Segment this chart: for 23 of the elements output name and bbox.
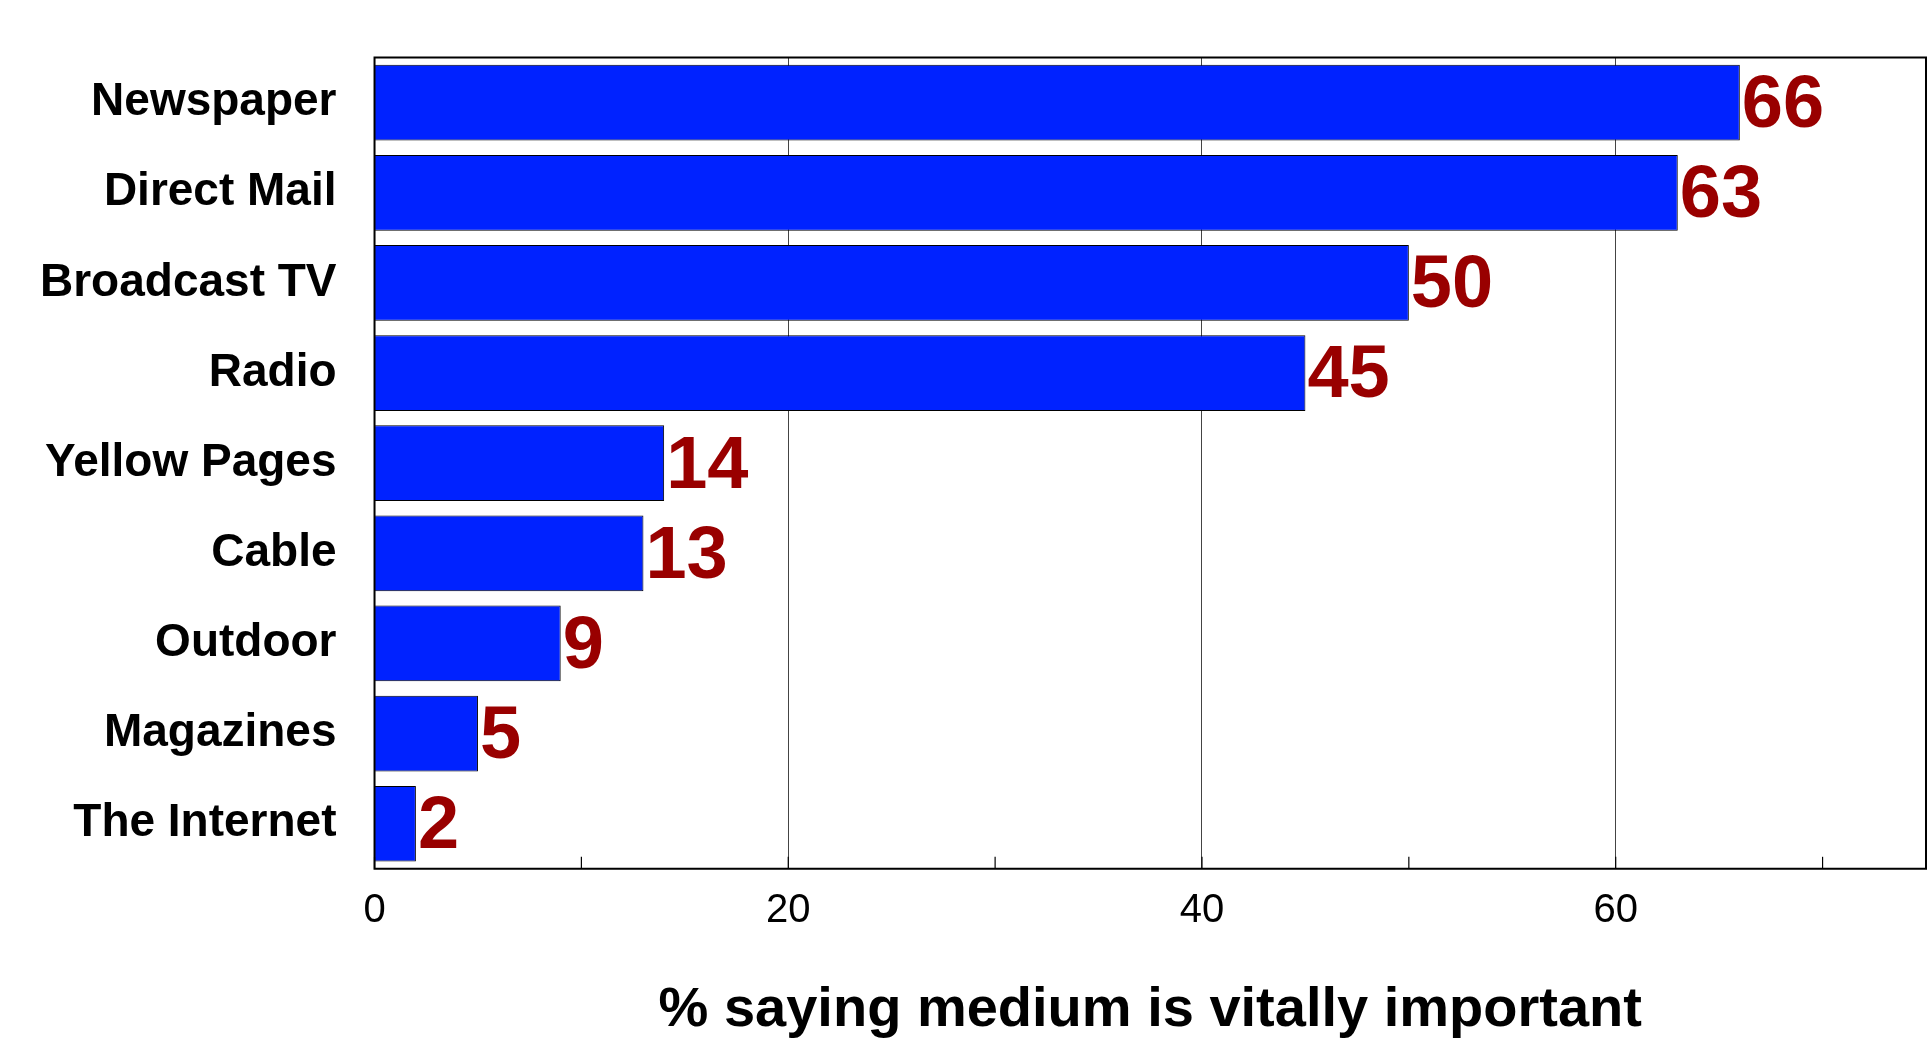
y-tick-label: Direct Mail	[103, 163, 337, 216]
data-label: 66	[1741, 60, 1825, 144]
y-tick-label: The Internet	[73, 794, 337, 847]
y-tick-label: Radio	[208, 343, 337, 396]
x-tick-label: 0	[363, 885, 386, 930]
data-label: 9	[562, 600, 604, 684]
data-label: 14	[666, 420, 749, 504]
x-tick-label: 60	[1593, 885, 1638, 930]
data-label: 13	[645, 510, 728, 594]
x-tick-label: 20	[766, 885, 811, 930]
data-label: 63	[1679, 150, 1763, 234]
y-tick-label: Yellow Pages	[45, 433, 337, 486]
x-tick-label: 40	[1179, 885, 1225, 930]
data-label: 45	[1307, 330, 1390, 414]
y-tick-label: Magazines	[103, 704, 337, 757]
x-axis-title: % saying medium is vitally important	[658, 974, 1642, 1038]
y-tick-label: Broadcast TV	[40, 253, 337, 306]
y-tick-label: Newspaper	[91, 73, 337, 126]
data-label: 2	[417, 781, 460, 865]
data-label: 50	[1410, 240, 1494, 324]
y-tick-label: Cable	[211, 524, 337, 577]
y-tick-label: Outdoor	[155, 614, 337, 667]
data-label: 5	[479, 691, 522, 775]
